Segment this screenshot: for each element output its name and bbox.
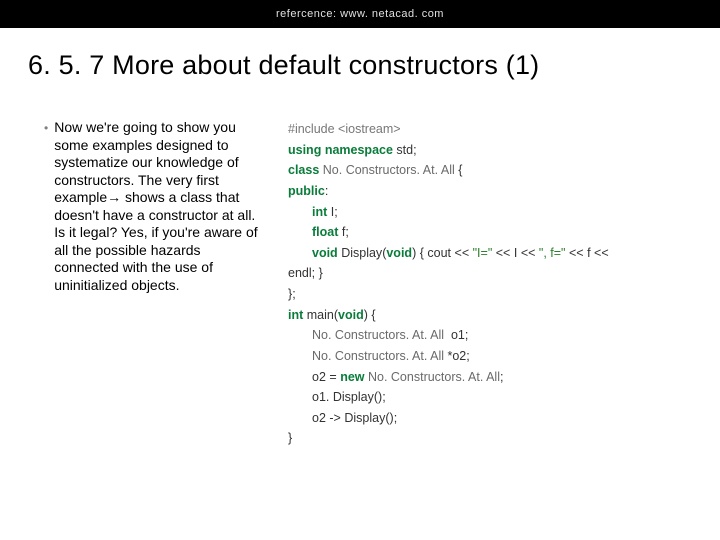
code-line: int main(void) {: [288, 305, 658, 326]
code-line: int I;: [288, 202, 658, 223]
code-line: o2 = new No. Constructors. At. All;: [288, 367, 658, 388]
code-line: No. Constructors. At. All o1;: [288, 325, 658, 346]
text-column: • Now we're going to show you some examp…: [44, 119, 258, 449]
code-line: void Display(void) { cout << "I=" << I <…: [288, 243, 658, 264]
bullet-item: • Now we're going to show you some examp…: [44, 119, 258, 294]
reference-text: refercence: www. netacad. com: [276, 8, 444, 20]
code-line: o2 -> Display();: [288, 408, 658, 429]
bullet-marker: •: [44, 121, 48, 135]
code-column: #include <iostream> using namespace std;…: [258, 119, 658, 449]
code-line: float f;: [288, 222, 658, 243]
code-line: #include <iostream>: [288, 119, 658, 140]
code-line: class No. Constructors. At. All {: [288, 160, 658, 181]
code-line: using namespace std;: [288, 140, 658, 161]
code-line: }: [288, 428, 658, 449]
slide-title: 6. 5. 7 More about default constructors …: [0, 28, 720, 81]
code-line: o1. Display();: [288, 387, 658, 408]
code-line: };: [288, 284, 658, 305]
paragraph-text: Now we're going to show you some example…: [54, 119, 258, 294]
content-area: • Now we're going to show you some examp…: [0, 81, 720, 449]
code-line: public:: [288, 181, 658, 202]
header-bar: refercence: www. netacad. com: [0, 0, 720, 28]
code-line: No. Constructors. At. All *o2;: [288, 346, 658, 367]
code-line: endl; }: [288, 263, 658, 284]
